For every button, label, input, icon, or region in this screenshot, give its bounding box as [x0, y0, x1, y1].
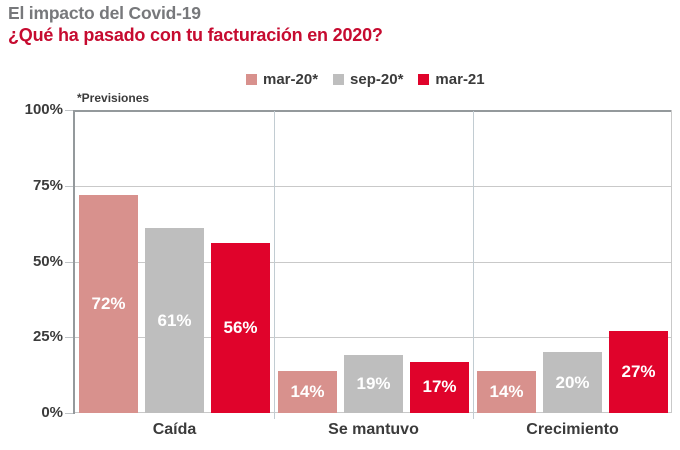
bar-value-label: 20%	[555, 372, 590, 392]
bar: 14%	[278, 370, 337, 413]
bar-value-label: 27%	[621, 362, 656, 382]
gridline	[75, 185, 672, 187]
legend: mar-20* sep-20* mar-21	[246, 71, 485, 88]
legend-swatch-icon	[418, 74, 430, 85]
y-axis-label: 25%	[32, 328, 63, 346]
bar: 72%	[79, 194, 138, 413]
bar-value-label: 19%	[356, 374, 391, 394]
bar: 61%	[145, 228, 204, 413]
category-separator	[274, 111, 275, 419]
forecast-note: *Previsiones	[77, 91, 150, 105]
y-axis-label: 0%	[41, 404, 63, 421]
category-separator	[473, 111, 474, 419]
y-axis-tick	[65, 413, 73, 414]
bar-value-label: 56%	[223, 318, 258, 338]
bar-value-label: 72%	[91, 293, 126, 313]
y-axis-tick	[65, 110, 73, 111]
bar-group: 14% 20% 27%	[473, 110, 672, 413]
plot-area: 72% 61% 56% 14% 19% 17% 14% 20% 27%	[65, 110, 672, 419]
page-title: El impacto del Covid-19	[8, 3, 201, 23]
bar-group: 72% 61% 56%	[75, 110, 274, 413]
x-axis-category-label: Crecimiento	[526, 421, 619, 438]
bar-value-label: 14%	[290, 381, 325, 401]
legend-label: sep-20*	[350, 71, 404, 88]
y-axis-tick	[65, 185, 73, 187]
y-axis-label: 50%	[32, 252, 63, 270]
bar: 56%	[211, 243, 270, 413]
bar: 19%	[344, 355, 403, 413]
bar: 14%	[477, 370, 536, 413]
gridline	[75, 261, 672, 263]
bar-value-label: 17%	[422, 377, 457, 397]
legend-label: mar-21	[435, 71, 485, 88]
bar: 20%	[543, 352, 602, 413]
x-axis-category-label: Caída	[152, 421, 197, 438]
y-axis-tick	[65, 337, 73, 339]
legend-swatch-icon	[246, 74, 257, 85]
x-axis-category-label: Se mantuvo	[328, 421, 419, 438]
y-axis-tick	[65, 261, 73, 263]
page-subtitle: ¿Qué ha pasado con tu facturación en 202…	[8, 25, 383, 45]
legend-item: mar-20*	[246, 71, 318, 88]
bar: 27%	[609, 331, 668, 413]
bar-value-label: 61%	[157, 310, 192, 330]
gridline	[75, 337, 672, 339]
legend-label: mar-20*	[263, 71, 319, 88]
y-axis-line	[73, 110, 75, 414]
bar: 17%	[410, 361, 469, 413]
bar-value-label: 14%	[489, 381, 524, 401]
y-axis-label: 75%	[32, 176, 63, 194]
plot-top-border	[75, 110, 672, 112]
legend-swatch-icon	[333, 74, 345, 85]
legend-item: mar-21	[418, 71, 485, 88]
y-axis-label: 100%	[24, 101, 63, 118]
bar-group: 14% 19% 17%	[274, 110, 473, 413]
legend-item: sep-20*	[333, 71, 403, 88]
